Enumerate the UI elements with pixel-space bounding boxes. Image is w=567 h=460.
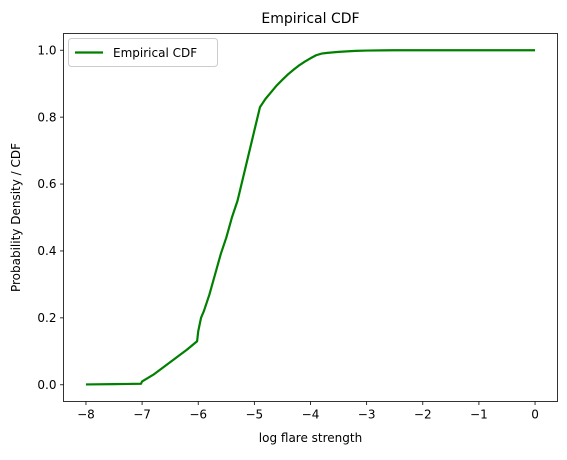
y-tick-label: 1.0: [37, 43, 56, 57]
x-tick-label: −1: [470, 408, 488, 422]
legend: Empirical CDF: [68, 38, 218, 67]
y-tick-label: 0.0: [37, 378, 56, 392]
x-tick-label: −7: [133, 408, 151, 422]
x-axis-label: log flare strength: [259, 431, 362, 445]
y-tick-label: 0.8: [37, 110, 56, 124]
y-axis-label: Probability Density / CDF: [9, 143, 23, 292]
x-tick-label: −8: [77, 408, 95, 422]
x-tick-label: −3: [358, 408, 376, 422]
x-axis-ticks: −8 −7 −6 −5 −4 −3 −2 −1 0: [77, 401, 539, 422]
x-tick-label: −2: [414, 408, 432, 422]
legend-label-empirical-cdf: Empirical CDF: [113, 46, 197, 60]
x-tick-label: −4: [302, 408, 320, 422]
chart-title: Empirical CDF: [261, 11, 359, 27]
plot-area: [63, 33, 558, 402]
y-axis-ticks: 0.0 0.2 0.4 0.6 0.8 1.0: [37, 43, 64, 392]
x-tick-label: −6: [189, 408, 207, 422]
y-tick-label: 0.6: [37, 177, 56, 191]
y-tick-label: 0.4: [37, 244, 56, 258]
axes-frame: [63, 33, 558, 402]
x-tick-label: −5: [246, 408, 264, 422]
series-line-empirical-cdf: [85, 49, 536, 386]
y-tick-label: 0.2: [37, 311, 56, 325]
x-tick-label: 0: [531, 408, 539, 422]
legend-box: [68, 38, 218, 67]
